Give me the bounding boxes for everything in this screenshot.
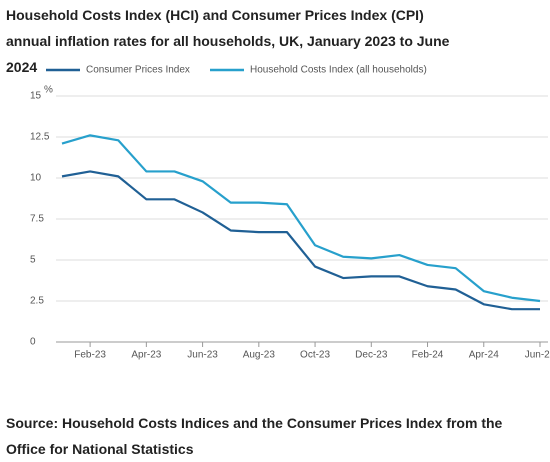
y-tick-label: 15: [30, 91, 42, 102]
x-tick-label: Jun-23: [187, 350, 218, 361]
x-tick-label: Apr-24: [469, 350, 499, 361]
x-tick-label: Apr-23: [131, 350, 161, 361]
y-tick-label: 2.5: [30, 296, 44, 307]
line-series: [61, 170, 540, 311]
legend-label: Household Costs Index (all households): [250, 65, 427, 76]
x-tick-label: Jun-24: [525, 350, 550, 361]
y-tick-label: 7.5: [30, 214, 44, 225]
y-tick-label: 5: [30, 255, 36, 266]
legend-label: Consumer Prices Index: [86, 65, 190, 76]
y-tick-label: 10: [30, 173, 42, 184]
x-tick-label: Feb-24: [412, 350, 444, 361]
x-tick-label: Dec-23: [355, 350, 388, 361]
x-tick-label: Feb-23: [74, 350, 106, 361]
y-tick-label: 12.5: [30, 132, 50, 143]
chart: % 0 2.5 5 7.5 10 12.5 15 Feb-23 Apr-23 Jun-23 Aug-…: [30, 65, 550, 361]
y-tick-label: 0: [30, 337, 36, 348]
x-tick-label: Aug-23: [243, 350, 276, 361]
y-axis-label: %: [44, 85, 53, 96]
line-series: [61, 134, 541, 303]
chart-title: Household Costs Index (HCI) and Consumer…: [6, 7, 450, 75]
source-note: Source: Household Costs Indices and the …: [6, 415, 503, 457]
x-tick-label: Oct-23: [300, 350, 330, 361]
